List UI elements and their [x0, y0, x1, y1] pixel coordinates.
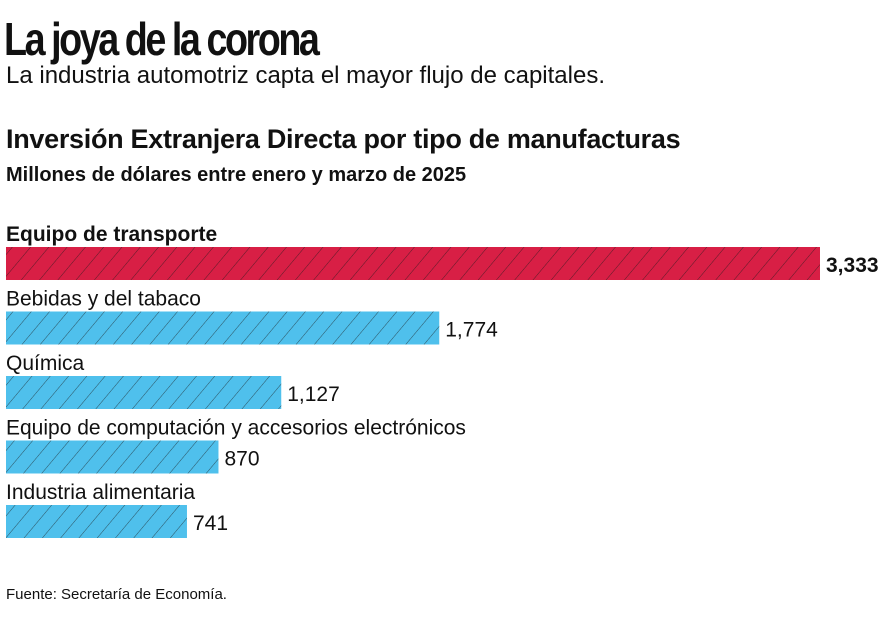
bar-hatch [6, 505, 187, 538]
chart-title: Inversión Extranjera Directa por tipo de… [6, 124, 681, 154]
bar-label: Química [6, 352, 85, 375]
value-label: 1,127 [287, 383, 340, 406]
bar-label: Equipo de transporte [6, 223, 217, 246]
bar-hatch [6, 440, 219, 474]
subheadline: La industria automotriz capta el mayor f… [6, 62, 605, 89]
value-label: 3,333 [826, 254, 879, 277]
bar-label: Bebidas y del tabaco [6, 288, 201, 311]
chart-subtitle: Millones de dólares entre enero y marzo … [6, 164, 467, 186]
bar-hatch [6, 376, 282, 409]
bar-label: Equipo de computación y accesorios elect… [6, 417, 466, 440]
value-label: 870 [224, 448, 259, 471]
value-label: 1,774 [445, 319, 498, 342]
headline: La joya de la corona [4, 13, 320, 65]
bar-hatch [6, 247, 820, 280]
bar-hatch [6, 311, 440, 345]
bar-label: Industria alimentaria [6, 481, 195, 504]
value-label: 741 [193, 512, 228, 535]
source-note: Fuente: Secretaría de Economía. [6, 586, 227, 603]
